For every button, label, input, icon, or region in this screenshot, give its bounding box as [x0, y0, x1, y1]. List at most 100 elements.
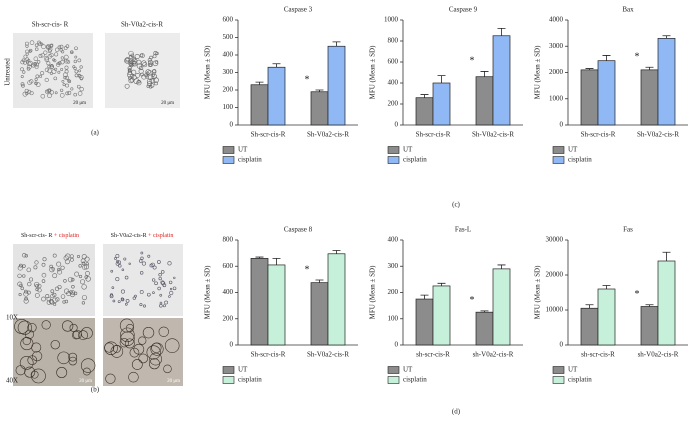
cell [139, 259, 143, 263]
bar [597, 288, 616, 346]
cell [144, 73, 148, 78]
cell [36, 60, 41, 64]
cell [73, 59, 77, 64]
cell [50, 293, 55, 299]
column-label: Sh-scr-cis- R [32, 21, 69, 29]
cell [46, 300, 52, 305]
cell [69, 323, 78, 332]
cell [82, 264, 87, 270]
cell [64, 69, 69, 74]
error-bar [420, 94, 429, 98]
cell [126, 71, 133, 78]
micrograph [13, 33, 93, 108]
cell [37, 288, 42, 293]
cell [49, 44, 54, 48]
cell [158, 276, 162, 281]
cell [123, 257, 127, 261]
cell [49, 64, 54, 69]
cell [120, 289, 125, 294]
cell [74, 46, 78, 51]
cell [84, 256, 90, 262]
y-tick-label: 600 [223, 16, 234, 24]
cell [138, 353, 148, 364]
cell [138, 65, 144, 71]
cell [142, 326, 155, 339]
error-bar [662, 251, 671, 261]
x-tick-label: Sh-V0a2-cis-R [637, 131, 679, 139]
cell [74, 69, 79, 74]
bar [250, 84, 269, 126]
bar [310, 91, 329, 126]
cell [20, 60, 25, 65]
legend-label: UT [238, 366, 248, 374]
significance: * [635, 52, 640, 63]
y-tick-label: 10000 [546, 306, 564, 314]
cell [65, 253, 71, 259]
significance: * [470, 56, 475, 67]
cell [164, 338, 180, 353]
y-tick-label: 1000 [384, 16, 399, 24]
cell [24, 296, 28, 301]
cell [59, 88, 64, 92]
legend-swatch [222, 146, 235, 154]
cell [146, 84, 150, 88]
error-bar [585, 68, 594, 70]
cell [47, 93, 52, 99]
x-tick-label: sh-V0a2-cis-R [473, 351, 514, 359]
cell [160, 270, 165, 274]
panel-label: (c) [452, 201, 460, 209]
cell [160, 280, 165, 285]
cell [157, 286, 161, 291]
cell [41, 272, 47, 278]
significance: * [305, 74, 310, 85]
cell [128, 55, 133, 59]
cell [50, 340, 60, 350]
error-bar [315, 279, 324, 283]
cell [47, 49, 52, 54]
cell [128, 76, 132, 80]
x-tick-label: Sh-scr-cis-R [251, 131, 286, 139]
cell [34, 43, 39, 48]
y-tick-label: 0 [395, 121, 399, 129]
y-tick-label: 400 [388, 236, 399, 244]
error-bar [420, 294, 429, 300]
bar [492, 268, 511, 346]
cell [110, 269, 114, 273]
bar [475, 311, 494, 346]
cell [35, 74, 40, 79]
cell [119, 338, 129, 348]
cell [27, 59, 31, 63]
y-tick-label: 200 [223, 314, 234, 322]
cell [28, 60, 33, 66]
cell [141, 60, 147, 66]
y-tick-label: 2000 [549, 68, 564, 76]
cell [158, 273, 162, 277]
cell [152, 54, 157, 59]
cell [64, 65, 69, 70]
cell [25, 44, 29, 48]
legend-label: cisplatin [568, 156, 592, 164]
cell [20, 67, 24, 72]
cell [44, 55, 49, 61]
cell [117, 260, 121, 265]
panel-label: (a) [91, 129, 99, 137]
cell [172, 286, 177, 291]
cell [159, 301, 163, 305]
cell [33, 265, 38, 270]
cell [35, 62, 39, 67]
bar [267, 264, 286, 346]
y-tick-label: 0 [560, 121, 564, 129]
legend-swatch [387, 146, 400, 154]
cell [54, 47, 60, 52]
cell [34, 47, 39, 51]
cell [78, 274, 83, 279]
cell [121, 268, 125, 272]
chart-title: Fas-L [455, 226, 471, 234]
bar [492, 35, 511, 126]
cell [17, 320, 32, 335]
column-label: Sh-V0a2-cis-R [121, 21, 163, 29]
micrograph [103, 244, 183, 316]
y-tick-label: 400 [223, 51, 234, 59]
cell [54, 52, 59, 57]
cell [136, 59, 142, 65]
